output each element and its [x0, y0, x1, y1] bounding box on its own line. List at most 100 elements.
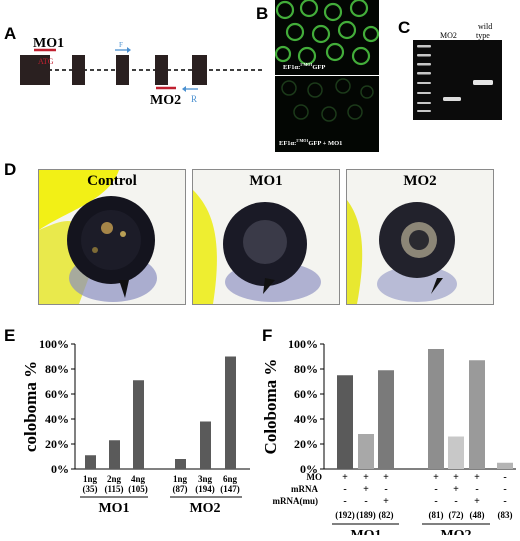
exon-1 [20, 55, 50, 85]
chart-f-sign: + [342, 472, 348, 483]
chart-f-row-label: mRNA [291, 484, 318, 494]
mo1-eye-photo [193, 190, 321, 304]
gfp-morphant-image [281, 78, 374, 122]
panel-e-letter: E [4, 326, 16, 345]
chart-e-dose-label: 1ng [173, 474, 188, 484]
gfp-cells-image [275, 0, 379, 66]
chart-f-sign: + [383, 496, 389, 507]
chart-e-n-label: (115) [105, 484, 124, 494]
chart-e: 0%20%40%60%80%100%coloboma %1ng(35)2ng(1… [21, 337, 250, 516]
panel-b-letter: B [256, 4, 269, 23]
chart-f-ytick-label: 100% [288, 337, 318, 351]
chart-e-dose-label: 4ng [131, 474, 146, 484]
chart-e-ytick-label: 40% [45, 412, 69, 426]
chart-f-sign: + [474, 472, 480, 483]
chart-f-n-label: (83) [498, 510, 513, 520]
gel-lane-label-wild: wild [478, 22, 493, 31]
eye-title-control: Control [87, 173, 137, 189]
chart-e-bar [109, 440, 120, 469]
atg-label: ATG [38, 57, 54, 66]
chart-f-ytick-label: 80% [294, 362, 318, 376]
chart-f-sign: + [474, 496, 480, 507]
chart-e-ytick-label: 100% [39, 337, 69, 351]
chart-f-ylabel: Coloboma % [261, 359, 280, 455]
reverse-primer-label: R [191, 94, 197, 104]
exon-3 [116, 55, 129, 85]
chart-f-sign: - [434, 496, 437, 507]
chart-e-dose-label: 6ng [223, 474, 238, 484]
chart-e-ytick-label: 60% [45, 387, 69, 401]
chart-e-n-label: (147) [220, 484, 240, 494]
chart-f-sign: - [384, 484, 387, 495]
control-eye-photo [39, 170, 157, 304]
chart-e-n-label: (194) [195, 484, 215, 494]
chart-f-n-label: (192) [335, 510, 355, 520]
eye-title-mo1: MO1 [249, 173, 283, 189]
chart-e-bar [225, 356, 236, 469]
chart-f-bar [497, 462, 513, 469]
chart-e-bar [133, 380, 144, 469]
chart-e-bar [175, 459, 186, 469]
panel-f-letter: F [262, 326, 273, 345]
chart-f-row-label: MO [307, 472, 323, 482]
chart-e-ylabel: coloboma % [21, 361, 40, 452]
chart-f-n-label: (48) [470, 510, 485, 520]
chart-f-n-label: (189) [356, 510, 376, 520]
chart-f-sign: + [363, 484, 369, 495]
chart-f-sign: - [364, 496, 367, 507]
chart-f-row-label: mRNA(mu) [273, 496, 319, 506]
chart-f-ytick-label: 40% [294, 412, 318, 426]
chart-e-ytick-label: 80% [45, 362, 69, 376]
gfp-bottom-caption: EF1α:5'MO1GFP + MO1 [279, 138, 343, 148]
chart-f-sign: - [434, 484, 437, 495]
chart-f-sign: + [363, 472, 369, 483]
chart-f-sign: - [475, 484, 478, 495]
chart-e-dose-label: 2ng [107, 474, 122, 484]
chart-f-bar [469, 360, 485, 469]
chart-f-sign: - [503, 484, 506, 495]
chart-f-sign: - [454, 496, 457, 507]
gfp-top-caption: EF1α:5'MO1GFP [283, 62, 326, 72]
chart-f-sign: - [343, 484, 346, 495]
chart-f-sign: - [343, 496, 346, 507]
chart-f-bar [378, 370, 394, 469]
gel-lane-label-mo2: MO2 [440, 31, 457, 40]
gfp-micrograph-bottom: EF1α:5'MO1GFP + MO1 [275, 76, 379, 152]
chart-f-ytick-label: 0% [300, 462, 318, 476]
chart-e-ytick-label: 0% [51, 462, 69, 476]
exon-2 [72, 55, 85, 85]
chart-e-bar [85, 455, 96, 469]
chart-e-bar [200, 421, 211, 469]
panel-c-letter: C [398, 18, 411, 37]
chart-f-sign: + [383, 472, 389, 483]
chart-e-n-label: (87) [173, 484, 188, 494]
arrowhead-control [119, 280, 129, 298]
eye-image-mo1: MO1 [192, 169, 340, 305]
chart-f-sign: + [453, 484, 459, 495]
chart-f-n-label: (82) [379, 510, 394, 520]
eye-image-mo2: MO2 [346, 169, 494, 305]
gel-lane-label-type: type [476, 31, 490, 40]
chart-f-sign: - [503, 472, 506, 483]
gfp-micrograph-top: EF1α:5'MO1GFP [275, 0, 379, 75]
chart-e-n-label: (105) [128, 484, 148, 494]
chart-f-bar [428, 349, 444, 469]
exon-5 [192, 55, 207, 85]
gel-bands [417, 45, 493, 112]
chart-f-n-label: (72) [449, 510, 464, 520]
exon-4 [155, 55, 168, 85]
chart-f-n-label: (81) [429, 510, 444, 520]
chart-e-dose-label: 1ng [83, 474, 98, 484]
eye-image-control: Control [38, 169, 186, 305]
gel-image [413, 40, 502, 120]
chart-f-ytick-label: 20% [294, 437, 318, 451]
chart-e-ytick-label: 20% [45, 437, 69, 451]
mo1-label: MO1 [33, 36, 64, 51]
chart-f-group-label: MO1 [350, 528, 381, 535]
chart-f-ytick-label: 60% [294, 387, 318, 401]
chart-e-group-label: MO1 [98, 501, 129, 516]
chart-f-bar [448, 436, 464, 469]
mo2-eye-photo [347, 200, 457, 304]
chart-f-bar [358, 434, 374, 469]
chart-e-dose-label: 3ng [198, 474, 213, 484]
